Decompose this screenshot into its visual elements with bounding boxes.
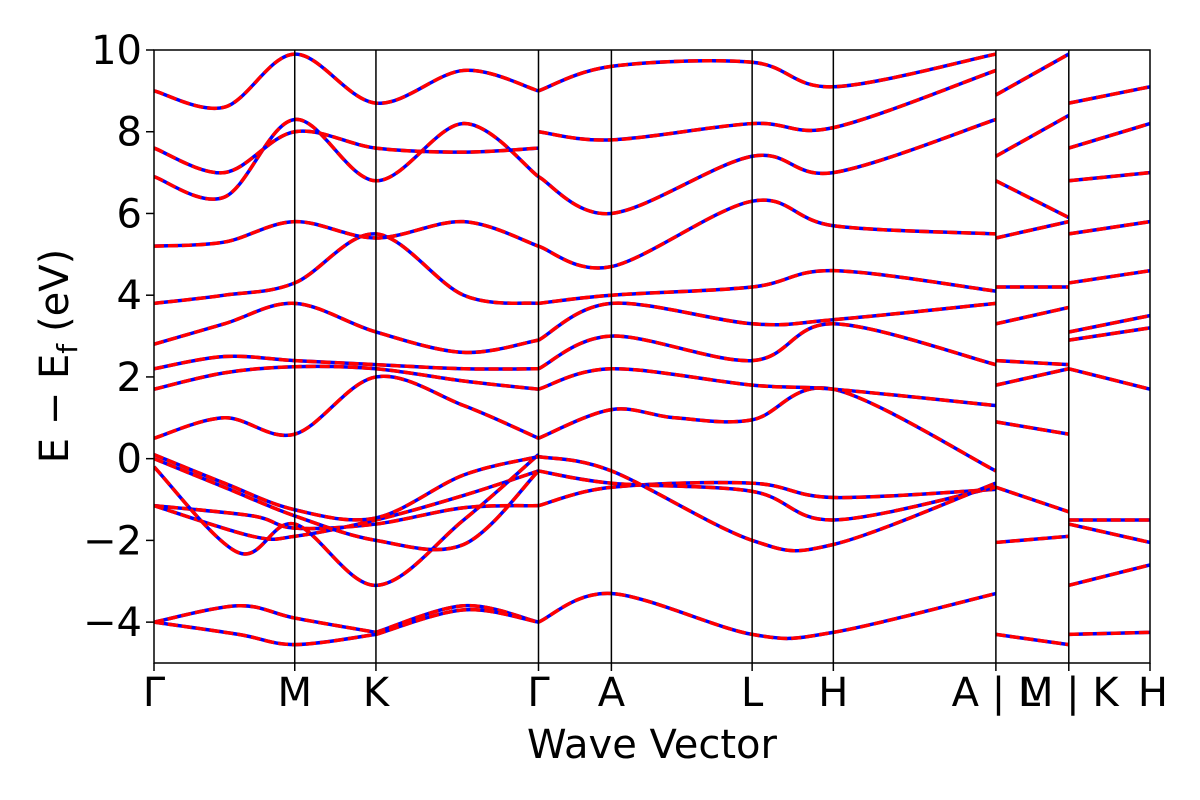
band-line-spin-up — [995, 52, 1070, 97]
band-line-spin-up — [154, 117, 540, 201]
band-line-spin-down — [995, 358, 1069, 367]
band-line-spin-up — [538, 68, 997, 142]
y-axis-title-main: E − E — [32, 354, 78, 464]
y-tick-label: −2 — [83, 518, 142, 564]
band-line-spin-up — [1068, 630, 1150, 637]
band-line-spin-up — [154, 52, 540, 111]
band-line-spin-down — [1068, 121, 1150, 150]
band-line-spin-down — [154, 604, 377, 635]
band-line-spin-down — [537, 591, 997, 641]
band-line-spin-up — [154, 374, 540, 440]
y-tick-label: 4 — [117, 273, 142, 319]
band-line-spin-up — [1068, 326, 1150, 342]
band-line-spin-up — [1068, 219, 1150, 236]
band-line-spin-down — [537, 52, 997, 93]
band-line-spin-down — [154, 52, 540, 111]
y-tick-label: 0 — [117, 437, 142, 483]
kpoint-label: A | L — [952, 670, 1041, 716]
band-line-spin-down — [995, 632, 1070, 647]
kpoint-label: M — [277, 670, 312, 716]
band-line-spin-up — [537, 52, 997, 93]
band-line-spin-down — [538, 68, 997, 142]
kpoint-label: M | K — [1019, 670, 1120, 716]
band-line-spin-up — [1068, 85, 1150, 105]
bands-layer — [154, 52, 1150, 647]
band-line-spin-down — [154, 219, 540, 248]
band-line-spin-down — [154, 232, 539, 306]
kpoint-label: Γ — [527, 670, 550, 716]
band-line-spin-up — [538, 268, 997, 306]
band-line-spin-up — [995, 113, 1070, 158]
band-line-spin-down — [154, 129, 539, 175]
band-line-spin-up — [995, 179, 1070, 220]
band-line-spin-up — [1068, 522, 1150, 545]
band-line-spin-down — [154, 453, 540, 588]
kpoint-label: A — [598, 670, 626, 716]
band-line-spin-down — [995, 534, 1069, 545]
band-line-spin-down — [538, 469, 997, 522]
band-line-spin-down — [537, 386, 997, 473]
band-line-spin-up — [537, 386, 997, 473]
band-line-spin-up — [1068, 313, 1150, 334]
y-axis-title-subscript: f — [51, 343, 84, 354]
band-line-spin-down — [154, 364, 539, 391]
kpoint-lines-layer — [293, 50, 1070, 663]
band-line-spin-down — [537, 367, 997, 408]
y-axis-title-unit: (eV) — [32, 249, 78, 332]
band-line-spin-down — [154, 457, 540, 552]
band-line-spin-up — [1068, 170, 1150, 183]
band-line-spin-up — [1068, 268, 1150, 285]
band-line-spin-up — [537, 322, 997, 371]
band-line-spin-down — [154, 354, 539, 371]
band-line-spin-down — [375, 607, 539, 637]
x-ticks-layer: Γ M K Γ A L H A | LM | K H — [143, 663, 1168, 716]
kpoint-label: H — [1138, 670, 1168, 716]
band-line-spin-down — [995, 367, 1070, 387]
y-tick-label: 2 — [117, 355, 142, 401]
y-tick-label: 8 — [117, 110, 142, 156]
y-tick-label: −4 — [83, 600, 142, 646]
kpoint-label: H — [818, 670, 848, 716]
band-line-spin-down — [537, 198, 996, 270]
band-line-spin-down — [995, 420, 1070, 436]
band-line-spin-down — [537, 322, 997, 371]
kpoint-label: L — [741, 670, 764, 716]
band-line-spin-down — [154, 301, 539, 355]
band-line-spin-down — [995, 485, 1070, 514]
band-line-spin-down — [538, 268, 997, 306]
band-line-spin-up — [1068, 563, 1150, 588]
kpoint-label: Γ — [143, 670, 166, 716]
y-axis-title: E − Ef (eV) — [32, 249, 84, 464]
y-ticks-layer: 10 8 6 4 2 0 −2 −4 — [83, 28, 154, 646]
plot-frame — [153, 49, 1151, 664]
band-line-spin-down — [154, 620, 377, 647]
band-line-spin-down — [154, 117, 540, 201]
band-line-spin-down — [995, 219, 1070, 240]
band-line-spin-up — [537, 591, 997, 641]
x-axis-title: Wave Vector — [527, 722, 778, 768]
band-line-spin-up — [537, 198, 996, 270]
y-tick-label: 6 — [117, 191, 142, 237]
band-line-spin-down — [375, 604, 539, 635]
band-line-spin-up — [1068, 367, 1150, 391]
band-line-spin-down — [154, 452, 539, 522]
kpoint-label: K — [363, 670, 391, 716]
band-line-spin-down — [995, 305, 1070, 326]
band-line-spin-up — [154, 129, 539, 175]
band-line-spin-down — [154, 374, 540, 440]
y-tick-label: 10 — [91, 28, 142, 74]
